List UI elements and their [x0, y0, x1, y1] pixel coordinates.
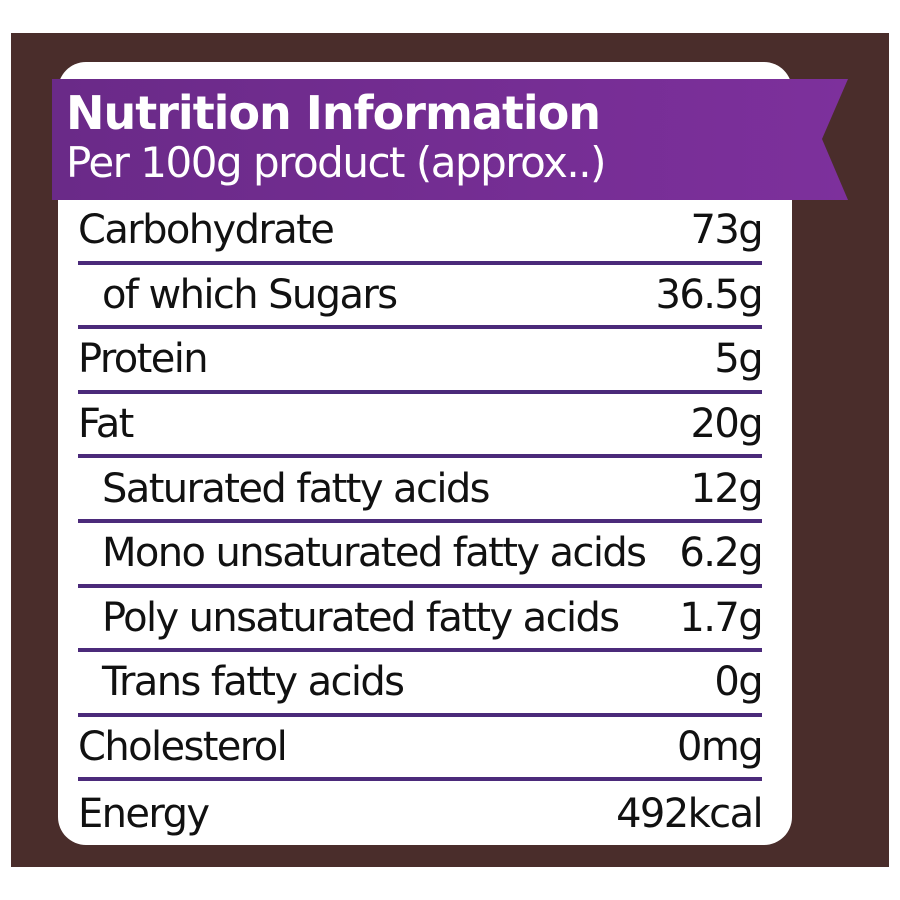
page-title: Nutrition Information	[66, 86, 601, 140]
banner-ribbon-shape	[52, 79, 848, 200]
nutrient-label: Fat	[78, 401, 134, 448]
nutrient-value: 6.2g	[679, 530, 763, 577]
table-row: Fat 20g	[78, 394, 764, 459]
nutrient-value: 12g	[690, 465, 764, 512]
table-row: Mono unsaturated fatty acids 6.2g	[78, 523, 764, 588]
nutrient-label: Energy	[78, 790, 210, 837]
table-row: Protein 5g	[78, 329, 764, 394]
nutrient-label: of which Sugars	[102, 271, 398, 318]
table-row: Poly unsaturated fatty acids 1.7g	[78, 588, 764, 653]
nutrient-label: Trans fatty acids	[102, 659, 405, 706]
nutrient-value: 36.5g	[655, 271, 764, 318]
nutrient-label: Poly unsaturated fatty acids	[102, 594, 620, 641]
nutrient-label: Saturated fatty acids	[102, 465, 490, 512]
nutrient-value: 73g	[690, 207, 764, 254]
nutrient-label: Carbohydrate	[78, 207, 335, 254]
nutrient-value: 1.7g	[679, 594, 763, 641]
title-banner: Nutrition Information Per 100g product (…	[52, 79, 848, 200]
table-row: of which Sugars 36.5g	[78, 265, 764, 330]
table-row: Saturated fatty acids 12g	[78, 458, 764, 523]
table-row: Trans fatty acids 0g	[78, 652, 764, 717]
table-row: Cholesterol 0mg	[78, 717, 764, 782]
nutrient-value: 20g	[690, 401, 764, 448]
nutrient-label: Mono unsaturated fatty acids	[102, 530, 647, 577]
nutrient-label: Cholesterol	[78, 724, 288, 771]
table-row: Carbohydrate 73g	[78, 200, 764, 265]
nutrition-table: Carbohydrate 73g of which Sugars 36.5g P…	[78, 200, 764, 846]
nutrient-value: 0mg	[676, 724, 764, 771]
page-subtitle: Per 100g product (approx..)	[66, 138, 607, 187]
nutrient-value: 492kcal	[616, 790, 764, 837]
nutrient-value: 0g	[714, 659, 763, 706]
nutrient-value: 5g	[714, 336, 763, 383]
nutrient-label: Protein	[78, 336, 209, 383]
table-row: Energy 492kcal	[78, 781, 764, 846]
